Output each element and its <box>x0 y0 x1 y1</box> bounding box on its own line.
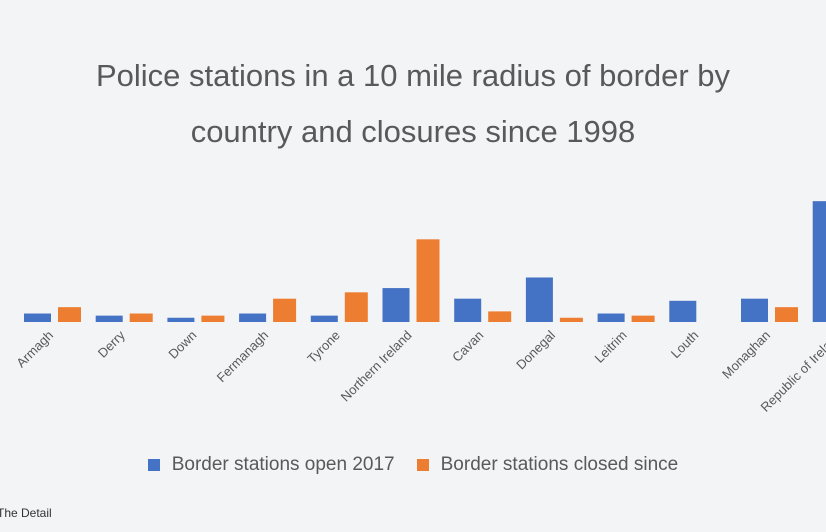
bar-open-northern-ireland <box>382 288 410 322</box>
x-tick-label: Armagh <box>13 328 56 371</box>
source-credit: The Detail <box>0 506 52 520</box>
x-tick-label: Derry <box>95 327 128 360</box>
chart-title: Police stations in a 10 mile radius of b… <box>0 48 826 160</box>
bar-closed-northern-ireland <box>416 239 440 322</box>
x-tick-label: Monaghan <box>719 328 773 382</box>
bar-closed-cavan <box>488 311 512 322</box>
legend-swatch-closed <box>416 459 429 471</box>
legend: Border stations open 2017 Border station… <box>0 454 826 476</box>
bar-closed-leitrim <box>631 315 655 322</box>
legend-label-closed: Border stations closed since <box>440 454 679 475</box>
chart-title-line-1: Police stations in a 10 mile radius of b… <box>95 58 731 93</box>
bar-closed-derry <box>129 313 153 322</box>
legend-item-closed: Border stations closed since <box>416 454 679 476</box>
legend-item-open: Border stations open 2017 <box>147 454 395 476</box>
x-tick-label: Cavan <box>449 328 486 365</box>
bar-open-down <box>167 317 195 322</box>
bar-open-armagh <box>24 313 51 322</box>
x-tick-label: Louth <box>668 328 702 362</box>
bar-open-cavan <box>454 298 482 322</box>
x-tick-label: Leitrim <box>592 328 630 366</box>
x-tick-label: Northern Ireland <box>338 328 415 405</box>
bar-open-louth <box>669 300 697 322</box>
x-tick-label: Donegal <box>513 327 558 372</box>
legend-label-open: Border stations open 2017 <box>171 454 395 475</box>
x-tick-label: Fermanagh <box>214 328 272 386</box>
legend-swatch-open <box>147 459 160 471</box>
bar-closed-monaghan <box>775 307 798 322</box>
bar-open-derry <box>95 315 123 322</box>
bar-closed-fermanagh <box>273 298 297 322</box>
bar-closed-tyrone <box>344 292 368 322</box>
bar-open-fermanagh <box>239 313 267 322</box>
bar-open-donegal <box>525 277 553 322</box>
bar-closed-down <box>201 315 225 322</box>
bar-closed-donegal <box>559 317 583 322</box>
bar-open-republic-of-ireland <box>812 201 826 322</box>
chart-title-line-2: country and closures since 1998 <box>190 114 636 149</box>
bar-open-tyrone <box>310 315 338 322</box>
bar-closed-armagh <box>58 307 81 322</box>
x-tick-label: Down <box>165 328 199 362</box>
bar-open-monaghan <box>741 298 768 322</box>
bar-open-leitrim <box>597 313 625 322</box>
x-tick-label: Tyrone <box>304 328 343 367</box>
